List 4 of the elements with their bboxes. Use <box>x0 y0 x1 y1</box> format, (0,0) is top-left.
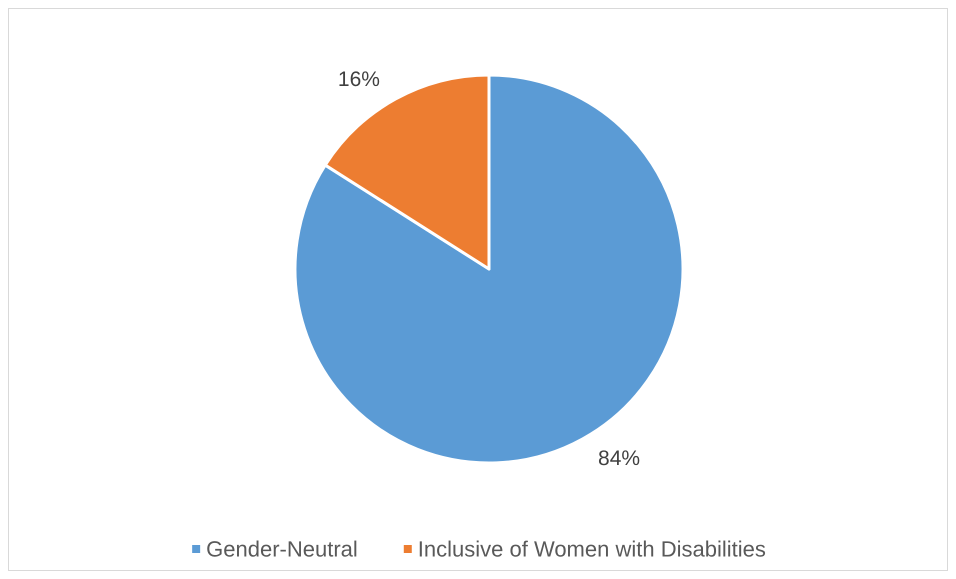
data-label: 84% <box>598 446 640 470</box>
legend-label: Gender-Neutral <box>206 536 358 562</box>
data-label: 16% <box>338 68 380 92</box>
legend-label: Inclusive of Women with Disabilities <box>418 536 766 562</box>
